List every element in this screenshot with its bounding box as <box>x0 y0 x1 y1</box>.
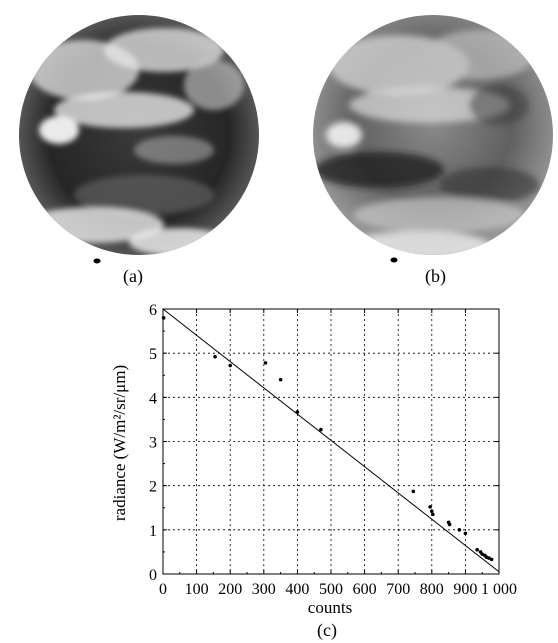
x-tick-label: 800 <box>420 581 444 598</box>
data-point <box>447 522 452 527</box>
panel-b-label: (b) <box>425 266 446 286</box>
data-point <box>431 512 435 517</box>
data-point <box>480 552 485 556</box>
x-axis-label: counts <box>308 598 352 617</box>
x-tick-label: 600 <box>353 581 377 598</box>
x-tick-label: 700 <box>386 581 410 598</box>
satellite-image-a <box>14 10 264 260</box>
x-tick-label: 400 <box>285 581 309 598</box>
satellite-image-b <box>309 10 558 260</box>
fit-line <box>162 308 500 573</box>
x-tick-label: 0 <box>159 581 167 598</box>
x-tick-label: 500 <box>319 581 343 598</box>
data-point <box>411 489 416 494</box>
data-point <box>430 509 434 514</box>
data-point <box>161 316 166 320</box>
x-tick-label: 1 000 <box>481 581 517 598</box>
data-point <box>278 377 283 382</box>
y-tick-label: 2 <box>149 479 157 496</box>
panel-a-label: (a) <box>123 266 143 286</box>
axis-ticks <box>162 308 500 575</box>
data-point <box>457 528 462 532</box>
data-point <box>463 531 468 536</box>
data-point <box>263 361 268 365</box>
earth-disk-b <box>313 15 553 255</box>
data-point <box>319 427 323 432</box>
x-tick-label: 900 <box>453 581 477 598</box>
data-point <box>428 505 432 509</box>
data-point <box>213 354 217 359</box>
y-tick-label: 6 <box>149 302 157 319</box>
x-tick-label: 200 <box>218 581 242 598</box>
data-point <box>228 363 232 368</box>
data-points <box>161 316 494 562</box>
x-tick-label: 100 <box>185 581 209 598</box>
y-axis-label: radiance (W/m²/sr/μm) <box>110 365 129 521</box>
y-tick-label: 4 <box>149 390 157 407</box>
y-tick-label: 0 <box>149 567 157 584</box>
moon-dot-b <box>390 257 398 263</box>
data-point <box>475 547 479 552</box>
data-point <box>487 556 491 560</box>
x-tick-labels: 0 100 200 300 400 500 600 700 800 900 1 000 <box>159 581 517 598</box>
y-tick-label: 3 <box>149 435 157 452</box>
data-point <box>295 410 300 414</box>
y-tick-labels: 0 1 2 3 4 5 6 <box>149 302 157 584</box>
earth-disk-a <box>19 15 259 255</box>
moon-dot-a <box>93 258 101 264</box>
y-tick-label: 5 <box>149 346 157 363</box>
panel-c-label: (c) <box>317 620 337 641</box>
x-tick-label: 300 <box>252 581 276 598</box>
y-tick-label: 1 <box>149 523 157 540</box>
data-point <box>489 557 494 562</box>
